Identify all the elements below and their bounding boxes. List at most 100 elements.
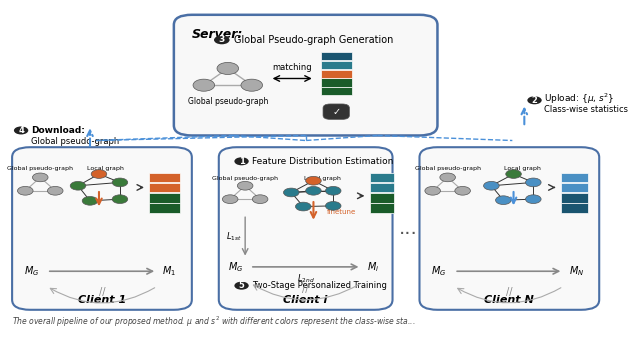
Circle shape xyxy=(252,195,268,203)
Circle shape xyxy=(217,63,239,74)
Bar xyxy=(148,173,180,183)
Bar xyxy=(561,193,588,202)
Text: Download:: Download: xyxy=(31,126,85,135)
Bar xyxy=(370,173,394,183)
Text: 3: 3 xyxy=(219,35,225,44)
Circle shape xyxy=(455,187,470,195)
Bar xyxy=(561,203,588,213)
Bar xyxy=(321,52,352,61)
Bar xyxy=(321,87,352,95)
Text: $\mu$: $\mu$ xyxy=(379,193,385,201)
Text: $s^2$: $s^2$ xyxy=(571,203,579,212)
Circle shape xyxy=(234,282,249,290)
Text: //: // xyxy=(99,287,105,297)
Text: $M_G$: $M_G$ xyxy=(228,260,243,274)
Text: //: // xyxy=(303,284,309,294)
Text: $\mu$: $\mu$ xyxy=(162,173,167,182)
Text: $s^2$: $s^2$ xyxy=(161,203,168,212)
Text: $s^2$: $s^2$ xyxy=(378,203,385,212)
Circle shape xyxy=(506,170,522,178)
Circle shape xyxy=(440,173,456,182)
Text: Client N: Client N xyxy=(484,295,534,306)
Text: $M_i$: $M_i$ xyxy=(367,260,380,274)
Bar xyxy=(561,183,588,192)
Circle shape xyxy=(306,176,321,185)
Text: Global Pseudo-graph Generation: Global Pseudo-graph Generation xyxy=(234,35,393,45)
FancyBboxPatch shape xyxy=(12,147,192,310)
Circle shape xyxy=(296,202,311,211)
Text: $s^2$: $s^2$ xyxy=(161,183,168,192)
Text: $s^2$: $s^2$ xyxy=(378,183,385,192)
Circle shape xyxy=(325,187,341,195)
Text: Local graph: Local graph xyxy=(504,166,541,171)
Bar xyxy=(370,193,394,202)
Text: ✓: ✓ xyxy=(332,107,340,117)
FancyBboxPatch shape xyxy=(219,147,392,310)
Bar xyxy=(148,203,180,213)
Text: Global pseudo-graph: Global pseudo-graph xyxy=(188,97,268,106)
Circle shape xyxy=(82,196,98,205)
Text: Global pseudo-graph: Global pseudo-graph xyxy=(212,176,278,181)
Text: $\mu$: $\mu$ xyxy=(572,193,577,201)
Circle shape xyxy=(70,182,86,190)
Text: Class-wise statistics: Class-wise statistics xyxy=(544,105,628,114)
Text: Upload: {$\mu$, $s^2$}: Upload: {$\mu$, $s^2$} xyxy=(544,91,614,106)
Text: $M_N$: $M_N$ xyxy=(569,264,584,278)
Bar xyxy=(148,183,180,192)
Circle shape xyxy=(325,201,341,210)
FancyBboxPatch shape xyxy=(323,104,349,119)
Circle shape xyxy=(525,178,541,187)
Circle shape xyxy=(484,182,499,190)
Circle shape xyxy=(425,187,440,195)
Text: Two-Stage Personalized Training: Two-Stage Personalized Training xyxy=(252,281,387,290)
Text: Global pseudo-graph: Global pseudo-graph xyxy=(7,166,73,171)
Text: Local graph: Local graph xyxy=(304,176,341,181)
Text: 4: 4 xyxy=(18,126,24,135)
Text: $s^2$: $s^2$ xyxy=(571,183,579,192)
Text: The overall pipeline of our proposed method. $\mu$ and $s^2$ with different colo: The overall pipeline of our proposed met… xyxy=(12,315,415,329)
Bar xyxy=(321,70,352,78)
Circle shape xyxy=(91,170,107,178)
Text: Client 1: Client 1 xyxy=(78,295,126,306)
Text: Global pseudo-graph: Global pseudo-graph xyxy=(415,166,481,171)
Circle shape xyxy=(112,195,128,203)
Bar xyxy=(148,193,180,202)
Text: //: // xyxy=(506,287,513,297)
Circle shape xyxy=(237,182,253,190)
Circle shape xyxy=(17,187,33,195)
Text: $M_G$: $M_G$ xyxy=(431,264,446,278)
Circle shape xyxy=(241,79,262,91)
Text: $M_G$: $M_G$ xyxy=(24,264,39,278)
Circle shape xyxy=(193,79,214,91)
Text: Server:: Server: xyxy=(192,28,243,41)
Text: 5: 5 xyxy=(239,281,244,290)
Circle shape xyxy=(112,178,128,187)
Text: 1: 1 xyxy=(239,157,244,166)
Text: $L_{2nd}$: $L_{2nd}$ xyxy=(297,273,315,285)
Text: $L_{1st}$: $L_{1st}$ xyxy=(226,231,242,243)
Circle shape xyxy=(495,196,511,204)
Circle shape xyxy=(306,187,321,195)
Bar xyxy=(321,61,352,69)
Circle shape xyxy=(234,157,249,165)
Text: Global pseudo-graph: Global pseudo-graph xyxy=(31,137,120,146)
Circle shape xyxy=(14,126,28,135)
Text: ...: ... xyxy=(399,219,418,238)
Text: $\mu$: $\mu$ xyxy=(379,173,385,182)
Text: Client i: Client i xyxy=(284,295,328,306)
Bar xyxy=(321,78,352,87)
Circle shape xyxy=(33,173,48,182)
Bar xyxy=(561,173,588,183)
Text: matching: matching xyxy=(273,64,312,72)
Circle shape xyxy=(284,188,299,197)
Circle shape xyxy=(47,187,63,195)
Circle shape xyxy=(222,195,238,203)
Text: $\mu$: $\mu$ xyxy=(162,193,167,201)
Circle shape xyxy=(525,195,541,203)
Bar xyxy=(370,183,394,192)
FancyBboxPatch shape xyxy=(419,147,599,310)
Text: $M_1$: $M_1$ xyxy=(162,264,176,278)
Bar xyxy=(370,203,394,213)
Text: Feature Distribution Estimation: Feature Distribution Estimation xyxy=(252,157,393,166)
Text: 2: 2 xyxy=(532,96,538,105)
